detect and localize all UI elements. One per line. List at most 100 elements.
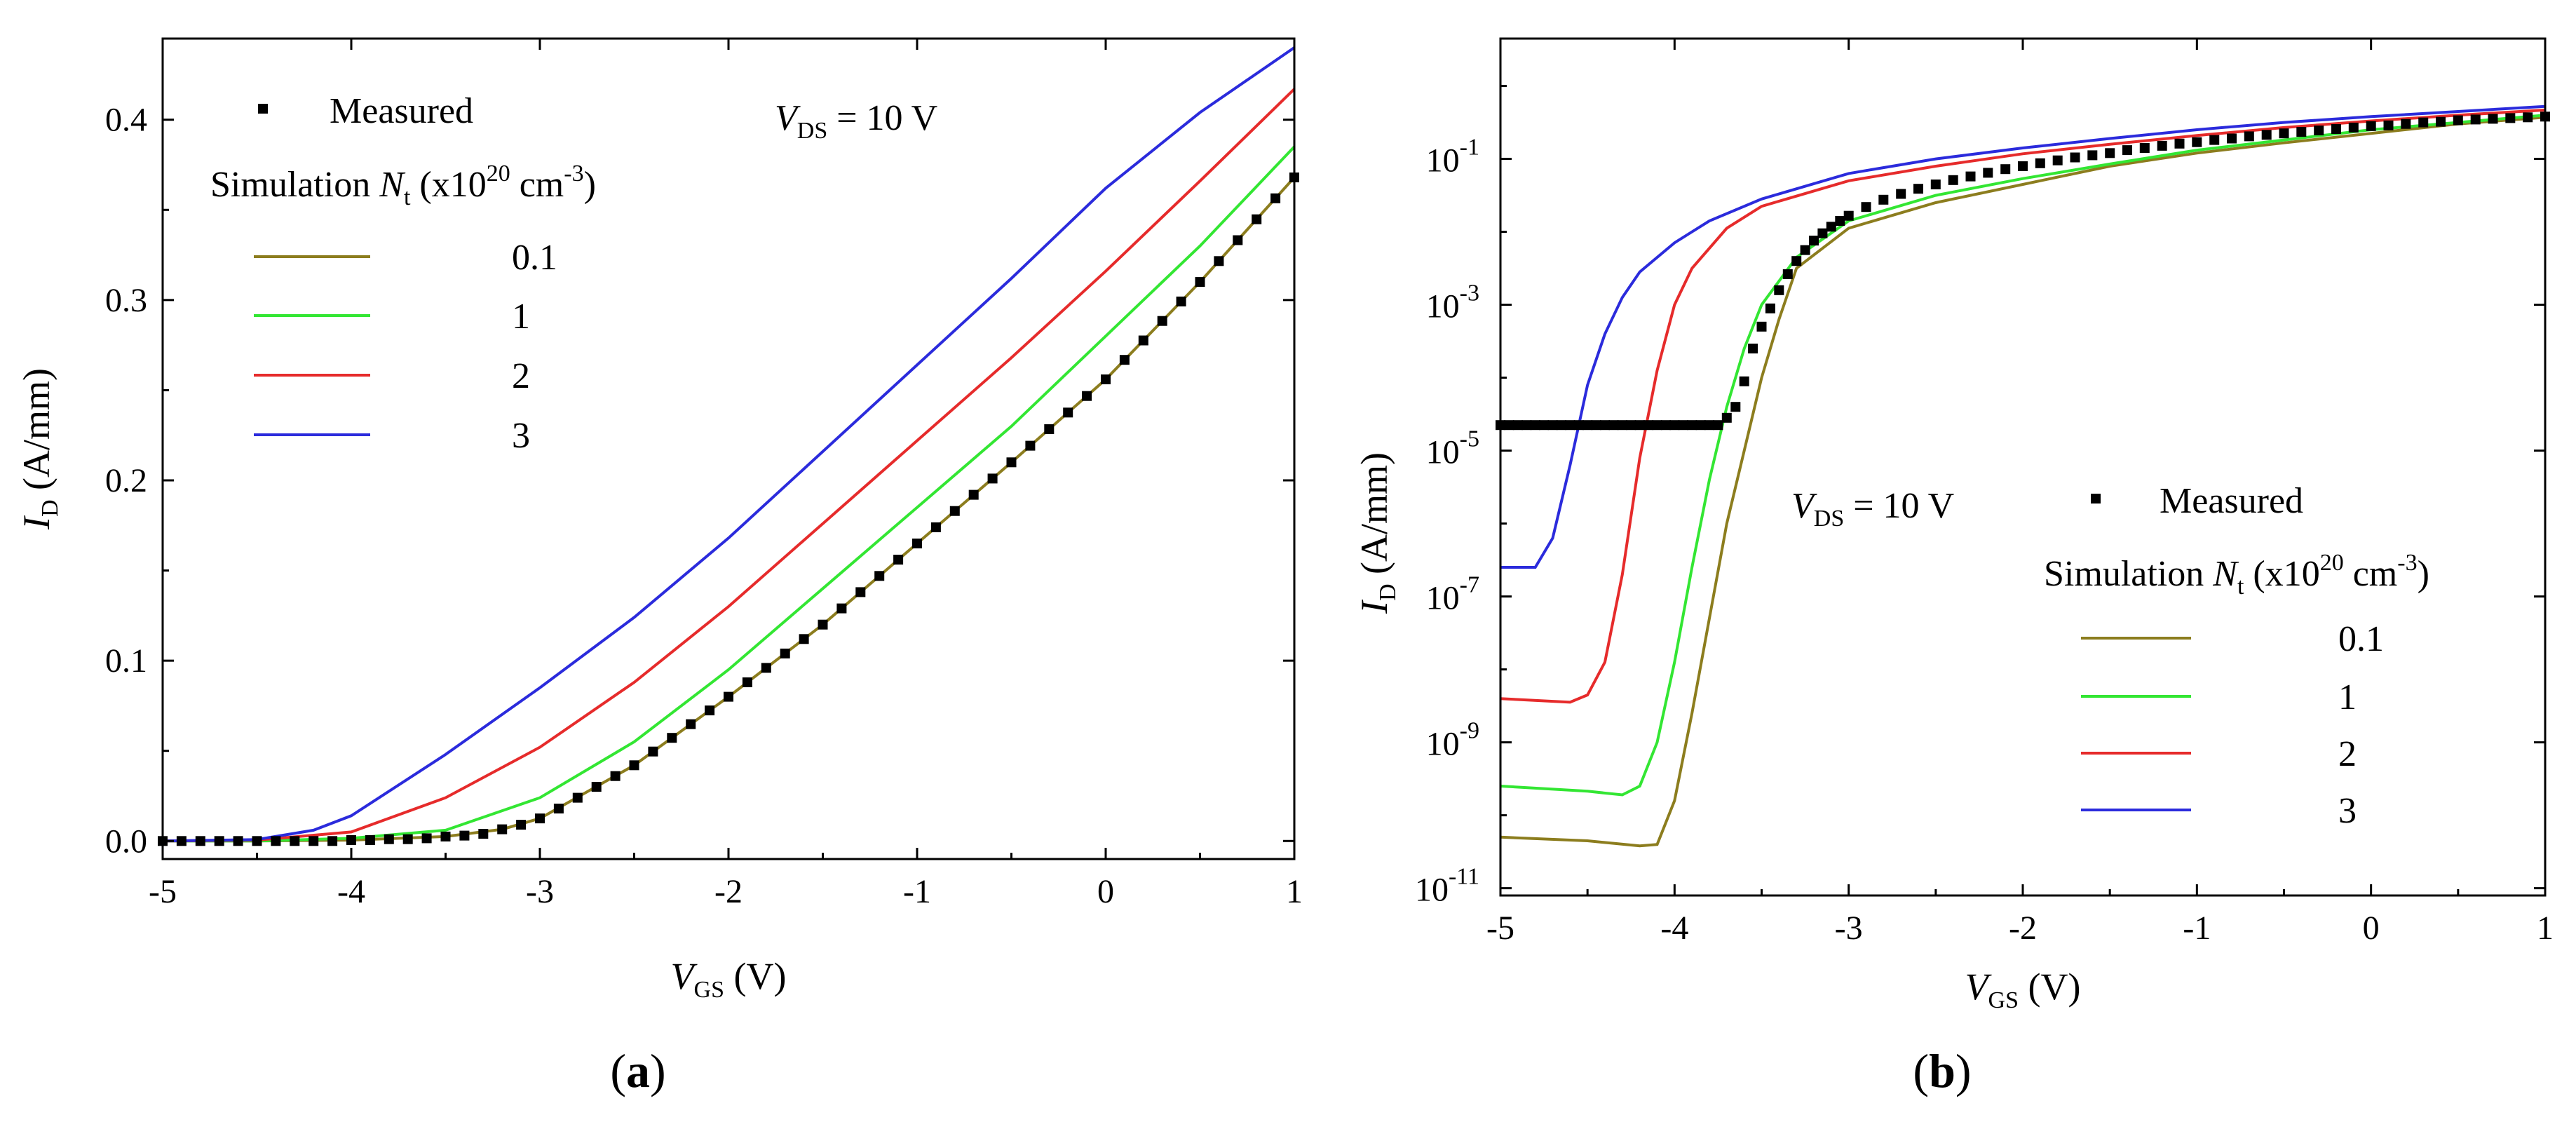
b-measured-point <box>1704 420 1714 431</box>
b-x-tick-label: -2 <box>2009 910 2037 947</box>
a-measured-points <box>158 173 1299 846</box>
b-series-line-0.1 <box>1500 116 2546 848</box>
b-measured-point <box>1765 303 1775 313</box>
a-y-tick-label: 0.1 <box>105 642 147 680</box>
a-measured-point <box>686 719 696 729</box>
b-measured-point <box>2279 128 2289 139</box>
b-measured-point <box>1913 184 1923 194</box>
b-measured-point <box>2331 124 2341 134</box>
b-measured-point <box>2383 120 2394 130</box>
a-measured-point <box>610 771 621 781</box>
a-measured-point <box>1138 335 1148 346</box>
a-measured-point <box>987 473 998 484</box>
a-measured-point <box>648 746 658 757</box>
a-measured-point <box>591 782 602 792</box>
b-measured-point <box>1660 420 1671 431</box>
b-measured-point <box>2157 140 2167 151</box>
b-measured-point <box>1748 344 1758 353</box>
b-y-tick-label: 10-7 <box>1426 572 1479 617</box>
a-x-tick-label: 0 <box>1097 873 1114 910</box>
chart-panel-a: -5 -4 -3 -2 -1 0 1 0.0 0.1 0.2 0.3 0.4 VGS (V) ID … <box>15 37 1303 1097</box>
b-y-ticks: 10-11 10-9 10-7 10-5 10-3 10-1 <box>1415 85 2545 909</box>
b-measured-point <box>1687 420 1697 431</box>
a-y-ticks: 0.0 0.1 0.2 0.3 0.4 <box>105 102 1294 860</box>
b-panel-label: (b) <box>1913 1044 1971 1097</box>
a-y-tick-label: 0.2 <box>105 462 147 499</box>
b-measured-point <box>1512 420 1523 431</box>
b-measured-point <box>2227 133 2237 144</box>
b-measured-point <box>1983 168 1993 178</box>
a-measured-point <box>949 506 960 516</box>
b-x-tick-label: 0 <box>2363 910 2380 947</box>
a-series-line-0.1 <box>163 176 1296 843</box>
a-measured-point <box>497 824 508 834</box>
a-series-line-3 <box>162 46 1296 843</box>
b-measured-point <box>2366 121 2376 131</box>
a-measured-point <box>572 792 583 803</box>
b-measured-point <box>1835 216 1845 226</box>
b-y-tick-label: 10-1 <box>1426 135 1479 180</box>
a-measured-point <box>478 829 489 839</box>
b-legend-label-3: 3 <box>2338 791 2357 831</box>
a-measured-point <box>233 836 243 846</box>
b-measured-point <box>1608 420 1619 431</box>
b-y-tick-label: 10-11 <box>1415 864 1479 909</box>
b-measured-point <box>1643 420 1654 431</box>
a-measured-point <box>290 836 300 846</box>
b-series-line-2 <box>1500 108 2546 704</box>
a-legend-label-2: 2 <box>512 356 530 396</box>
b-measured-point <box>2314 126 2324 135</box>
b-measured-point <box>1817 228 1828 238</box>
b-measured-point <box>1965 171 1976 182</box>
b-measured-point <box>1521 420 1532 431</box>
b-measured-point <box>2209 135 2220 145</box>
b-measured-point <box>1713 420 1723 431</box>
b-legend-label-2: 2 <box>2338 734 2357 774</box>
b-y-axis-title: ID (A/mm) <box>1353 452 1401 614</box>
b-y-tick-label: 10-3 <box>1426 280 1479 325</box>
b-measured-point <box>1573 420 1584 431</box>
a-measured-point <box>1063 407 1073 418</box>
b-measured-point <box>1547 420 1558 431</box>
a-measured-point <box>1195 277 1205 288</box>
b-measured-point <box>2000 164 2011 175</box>
b-measured-point <box>2174 138 2185 149</box>
a-x-tick-label: -2 <box>714 873 743 910</box>
b-measured-point <box>2348 122 2359 133</box>
b-measured-point <box>1800 245 1810 255</box>
a-measured-point <box>402 834 413 844</box>
b-measured-point <box>1721 412 1732 423</box>
a-y-tick-label: 0.4 <box>105 102 147 139</box>
a-measured-point <box>1082 391 1092 401</box>
a-measured-point <box>214 836 224 846</box>
a-measured-point <box>1101 374 1111 384</box>
b-measured-point <box>1617 420 1627 431</box>
a-measured-point <box>271 836 281 846</box>
a-measured-point <box>516 820 527 830</box>
b-measured-point <box>1774 285 1784 295</box>
a-legend: Measured Simulation Nt (x1020 cm-3) 0.1 … <box>210 91 596 456</box>
b-measured-point <box>1626 420 1636 431</box>
a-measured-point <box>855 587 866 597</box>
a-measured-point <box>176 836 187 846</box>
a-measured-point <box>968 489 979 500</box>
a-y-tick-label: 0.3 <box>105 282 147 319</box>
a-measured-point <box>930 522 941 532</box>
a-measured-point <box>1233 235 1243 245</box>
b-measured-points <box>1496 111 2550 431</box>
b-x-tick-label: -1 <box>2183 910 2211 947</box>
b-measured-point <box>2418 117 2429 128</box>
a-measured-point <box>346 835 356 845</box>
b-y-tick-label: 10-9 <box>1426 718 1479 763</box>
a-series-line-2 <box>162 88 1296 843</box>
b-x-ticks: -5 -4 -3 -2 -1 0 1 <box>1486 39 2554 947</box>
b-vds-annotation: VDS = 10 V <box>1791 486 1954 532</box>
b-legend-sim-title: Simulation Nt (x1020 cm-3) <box>2044 550 2429 600</box>
a-x-tick-label: 1 <box>1286 873 1303 910</box>
a-x-ticks: -5 -4 -3 -2 -1 0 1 <box>149 39 1303 910</box>
a-x-axis-title: VGS (V) <box>671 955 787 1003</box>
a-legend-label-0.1: 0.1 <box>512 238 557 278</box>
b-series-curves <box>1500 104 2546 848</box>
a-measured-point <box>912 539 922 548</box>
b-legend: Measured Simulation Nt (x1020 cm-3) 0.1 … <box>2044 481 2429 831</box>
